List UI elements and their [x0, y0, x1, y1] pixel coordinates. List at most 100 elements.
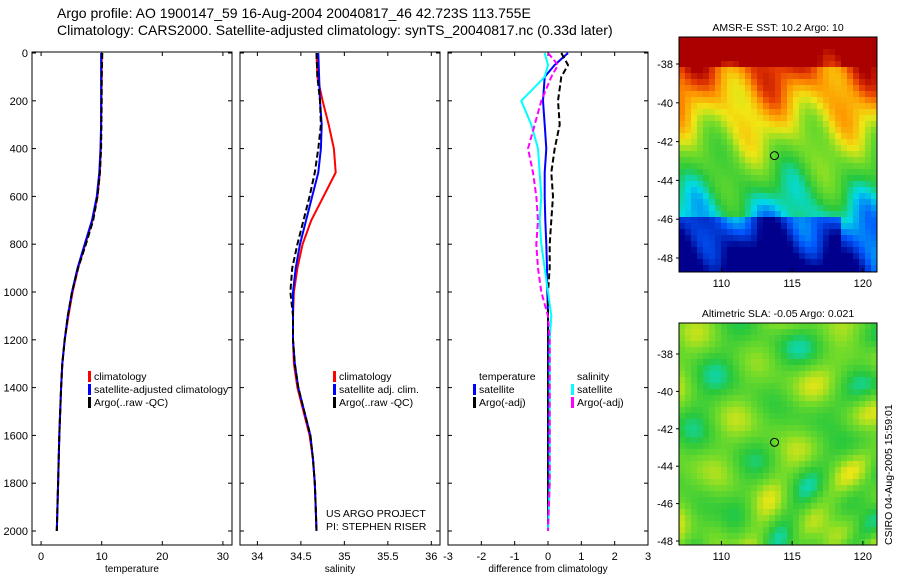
map-cell [853, 133, 859, 139]
map-cell [787, 431, 793, 437]
map-cell [739, 187, 745, 193]
profile-panel-1: 0 10 20 30020040060080010001200140016001800… [4, 48, 233, 575]
map-cell [835, 181, 841, 187]
legend-swatch [88, 371, 91, 382]
map-cell [691, 253, 697, 259]
map-cell [841, 157, 847, 163]
map-cell [721, 43, 727, 49]
map-cell [859, 353, 865, 359]
map-cell [781, 37, 787, 43]
map-cell [823, 103, 829, 109]
map-cell [721, 163, 727, 169]
map-cell [829, 199, 835, 205]
map-cell [799, 425, 805, 431]
map-cell [697, 247, 703, 253]
map-cell [769, 491, 775, 497]
map-cell [691, 211, 697, 217]
map-cell [859, 103, 865, 109]
map-cell [805, 115, 811, 121]
map-cell [709, 413, 715, 419]
map-cell [733, 97, 739, 103]
map-cell [739, 449, 745, 455]
map-cell [859, 329, 865, 335]
map-cell [703, 497, 709, 503]
map-cell [787, 259, 793, 265]
map-cell [751, 413, 757, 419]
map-cell [763, 91, 769, 97]
credit-text: CSIRO 04-Aug-2005 15:59:01 [883, 404, 895, 545]
map-cell [871, 253, 877, 259]
map-cell [733, 407, 739, 413]
map-cell [751, 259, 757, 265]
map-cell [829, 127, 835, 133]
map-cell [811, 241, 817, 247]
map-cell [853, 455, 859, 461]
map-cell [757, 109, 763, 115]
map-cell [775, 419, 781, 425]
map-cell [817, 109, 823, 115]
map-cell [835, 371, 841, 377]
map-cell [871, 431, 877, 437]
map-cell [709, 211, 715, 217]
map-cell [751, 431, 757, 437]
map-cell [763, 377, 769, 383]
map-cell [739, 407, 745, 413]
map-cell [745, 323, 751, 329]
map-cell [739, 235, 745, 241]
map-cell [781, 515, 787, 521]
map-cell [685, 335, 691, 341]
map-cell [835, 55, 841, 61]
map-cell [847, 223, 853, 229]
map-cell [835, 145, 841, 151]
map-cell [787, 151, 793, 157]
map-cell [781, 145, 787, 151]
map-cell [679, 389, 685, 395]
map-cell [835, 43, 841, 49]
map-cell [697, 205, 703, 211]
map-cell [859, 259, 865, 265]
map-cell [805, 175, 811, 181]
map-cell [691, 401, 697, 407]
map-cell [811, 365, 817, 371]
map-cell [757, 419, 763, 425]
map-cell [871, 419, 877, 425]
map-cell [709, 479, 715, 485]
map-cell [703, 43, 709, 49]
map-cell [727, 461, 733, 467]
map-cell [721, 329, 727, 335]
map-cell [823, 79, 829, 85]
map-cell [853, 181, 859, 187]
map-cell [739, 443, 745, 449]
map-cell [853, 115, 859, 121]
map-cell [745, 395, 751, 401]
map-cell [691, 157, 697, 163]
map-cell [769, 265, 775, 271]
map-cell [727, 193, 733, 199]
map-cell [865, 139, 871, 145]
map-cell [859, 413, 865, 419]
map-cell [781, 121, 787, 127]
map-cell [853, 223, 859, 229]
map-cell [871, 509, 877, 515]
map-cell [835, 97, 841, 103]
map-cell [709, 181, 715, 187]
map-cell [697, 449, 703, 455]
map-cell [817, 521, 823, 527]
map-cell [763, 341, 769, 347]
map-cell [763, 539, 769, 545]
map-cell [775, 37, 781, 43]
map-cell [685, 169, 691, 175]
map-cell [835, 265, 841, 271]
map-cell [853, 229, 859, 235]
map-cell [721, 425, 727, 431]
map-cell [775, 265, 781, 271]
map-cell [829, 521, 835, 527]
map-cell [691, 425, 697, 431]
map-cell [847, 211, 853, 217]
map-cell [697, 329, 703, 335]
map-cell [691, 473, 697, 479]
map-cell [739, 199, 745, 205]
map-cell [715, 109, 721, 115]
map-cell [745, 199, 751, 205]
map-cell [745, 383, 751, 389]
